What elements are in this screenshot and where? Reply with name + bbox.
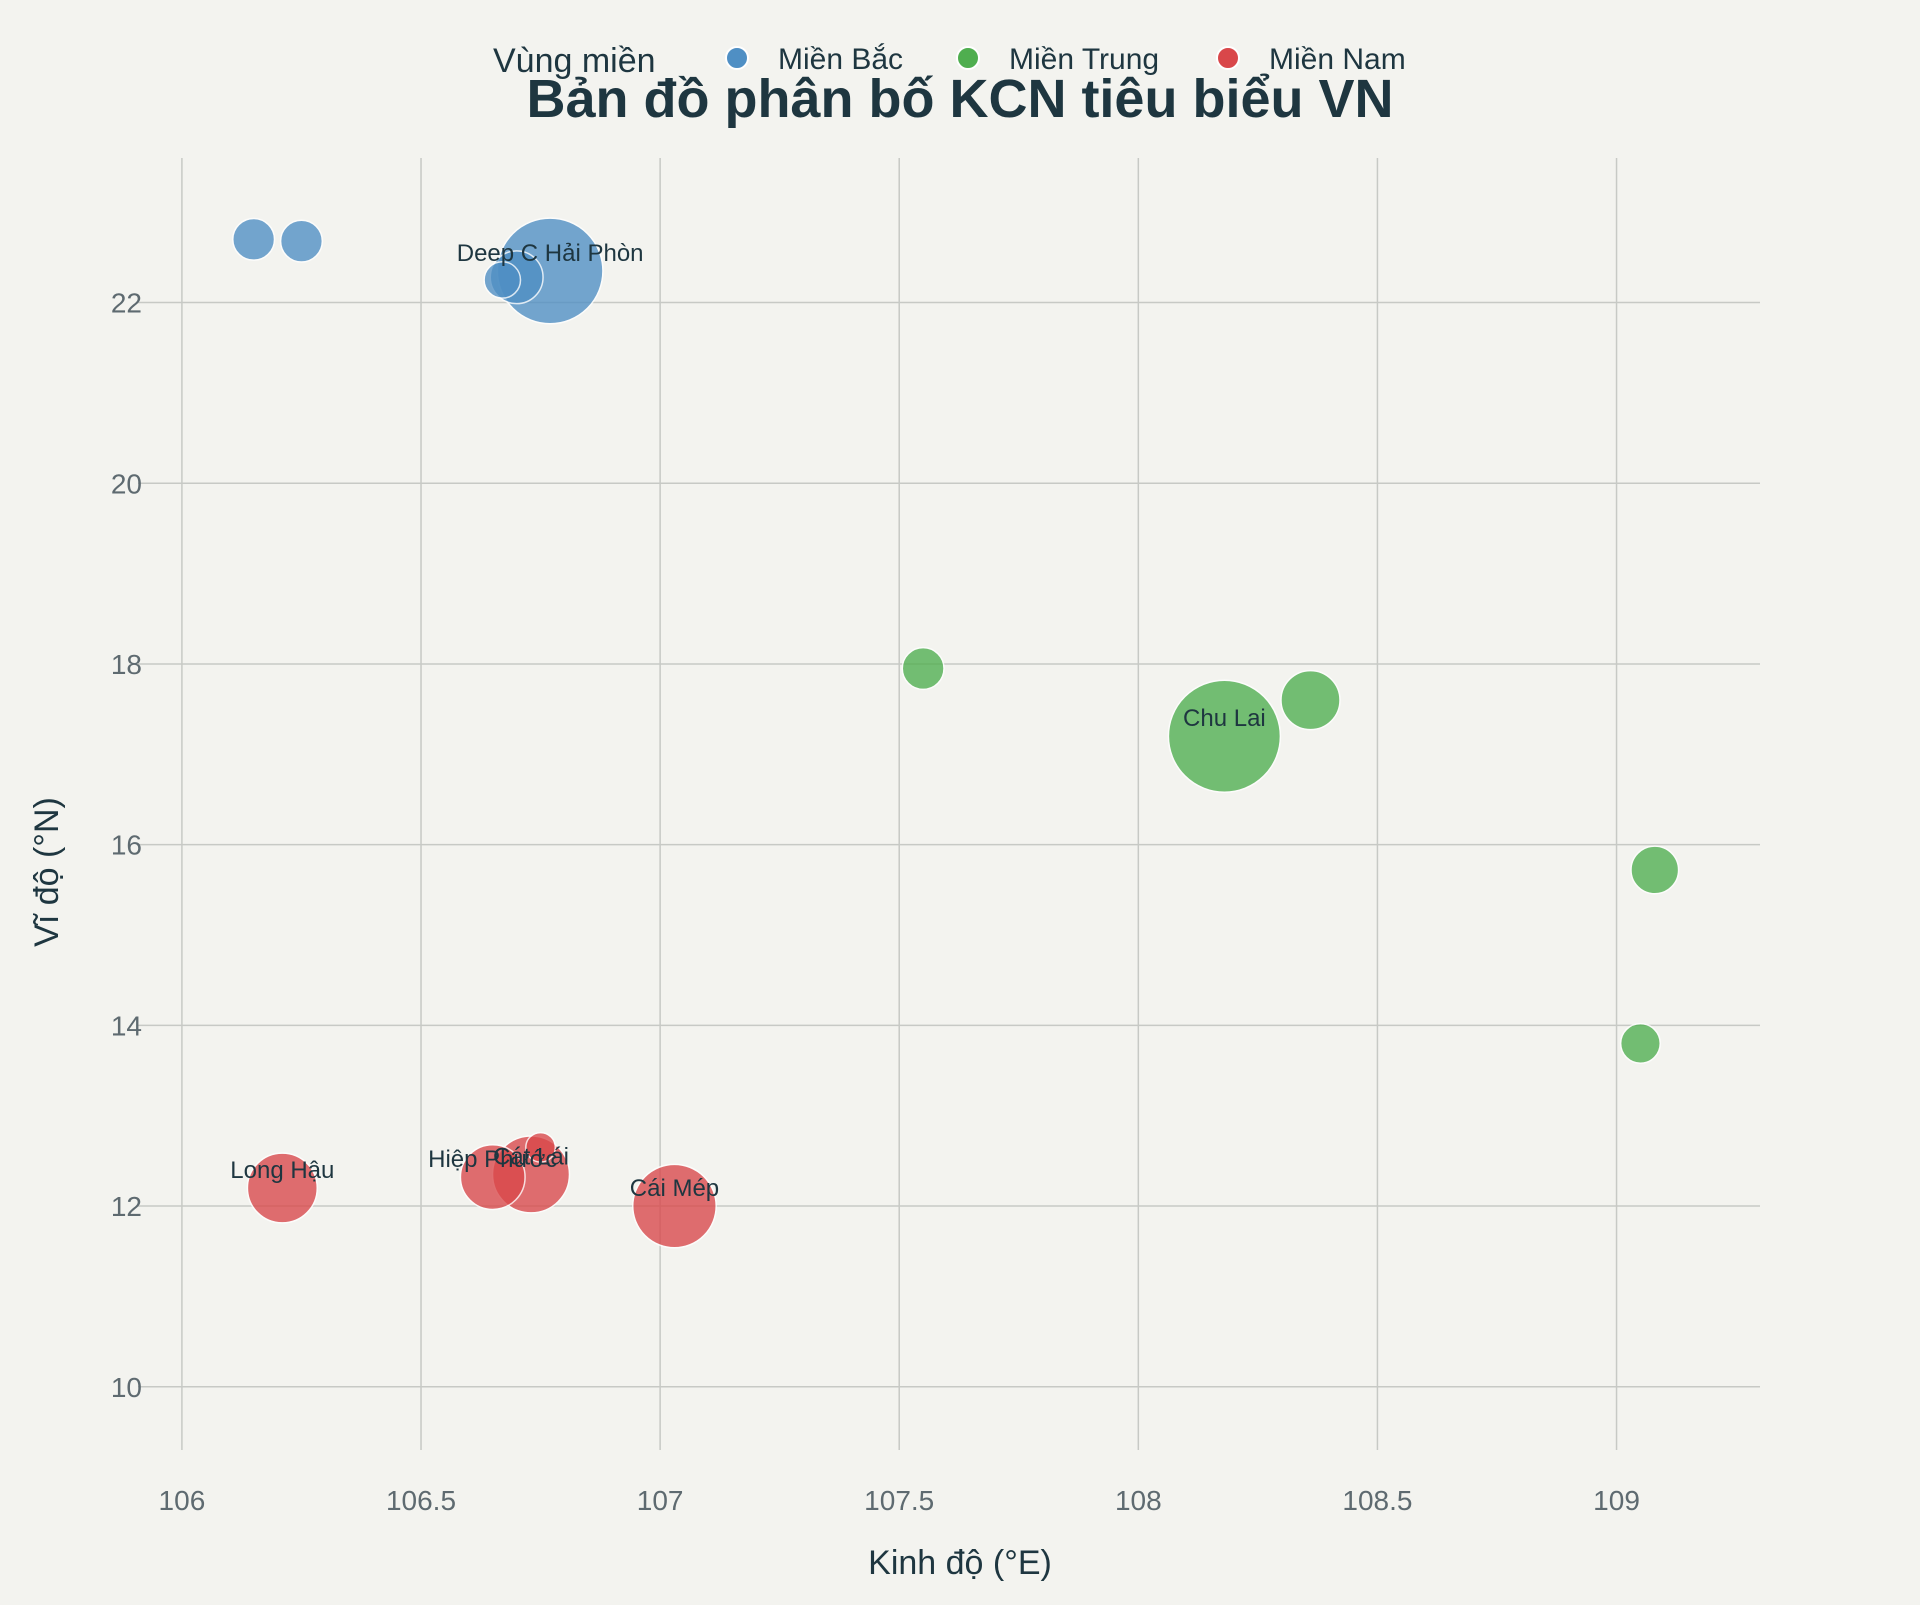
data-point bbox=[246, 1152, 319, 1224]
x-tick-label: 106 bbox=[159, 1485, 206, 1516]
y-tick-label: 14 bbox=[111, 1010, 142, 1041]
x-tick-label: 108.5 bbox=[1342, 1485, 1412, 1516]
legend-label: Miền Nam bbox=[1269, 43, 1406, 76]
legend-title: Vùng miền bbox=[493, 42, 656, 80]
x-tick-label: 106.5 bbox=[386, 1485, 456, 1516]
x-tick-label: 107 bbox=[637, 1485, 684, 1516]
y-tick-label: 10 bbox=[111, 1372, 142, 1403]
x-tick-label: 109 bbox=[1593, 1485, 1640, 1516]
data-point bbox=[483, 261, 522, 299]
data-point bbox=[1619, 1022, 1661, 1064]
legend: Vùng miền Miền Bắc Miền Trung Miền Nam bbox=[493, 42, 1406, 80]
data-point bbox=[525, 1131, 557, 1163]
data-point bbox=[631, 1163, 717, 1249]
data-point bbox=[1167, 679, 1282, 793]
legend-marker bbox=[725, 46, 749, 70]
legend-label: Miền Trung bbox=[1009, 43, 1159, 76]
data-label: Cát Lái bbox=[493, 1143, 569, 1170]
chart-title: Bản đồ phân bố KCN tiêu biểu VN bbox=[527, 69, 1394, 129]
legend-item: Miền Trung bbox=[956, 43, 1159, 76]
grid bbox=[138, 158, 1760, 1450]
data-point bbox=[901, 646, 945, 691]
data-label: Chu Lai bbox=[1183, 705, 1266, 732]
y-axis-title: Vĩ độ (°N) bbox=[28, 797, 66, 947]
y-tick-label: 12 bbox=[111, 1191, 142, 1222]
x-tick-label: 108 bbox=[1115, 1485, 1162, 1516]
data-point bbox=[232, 217, 276, 261]
y-tick-label: 20 bbox=[111, 468, 142, 499]
y-tick-label: 22 bbox=[111, 288, 142, 319]
bubbles bbox=[232, 217, 1680, 1249]
data-point bbox=[1280, 669, 1341, 731]
y-tick-label: 16 bbox=[111, 830, 142, 861]
data-label: Cái Mép bbox=[630, 1175, 719, 1202]
legend-item: Miền Nam bbox=[1216, 43, 1406, 76]
x-tick-label: 107.5 bbox=[864, 1485, 934, 1516]
data-point bbox=[279, 219, 324, 263]
legend-marker bbox=[1216, 46, 1240, 70]
data-label: Deep C Hải Phòn bbox=[457, 240, 644, 267]
data-point bbox=[1630, 845, 1680, 895]
data-label: Hiệp Phước bbox=[428, 1146, 557, 1173]
point-labels: Deep C Hải Phòn Chu Lai Long Hậu Hiệp Phước… bbox=[230, 240, 1265, 1202]
legend-marker bbox=[956, 46, 980, 70]
legend-item: Miền Bắc bbox=[725, 43, 903, 76]
x-axis-title: Kinh độ (°E) bbox=[868, 1544, 1052, 1582]
legend-label: Miền Bắc bbox=[778, 43, 903, 76]
data-point bbox=[459, 1144, 526, 1211]
tick-labels: 106 106.5 107 107.5 108 108.5 109 10 12 14 16 18 20 2… bbox=[111, 288, 1640, 1516]
y-tick-label: 18 bbox=[111, 649, 142, 680]
data-label: Long Hậu bbox=[230, 1157, 334, 1184]
